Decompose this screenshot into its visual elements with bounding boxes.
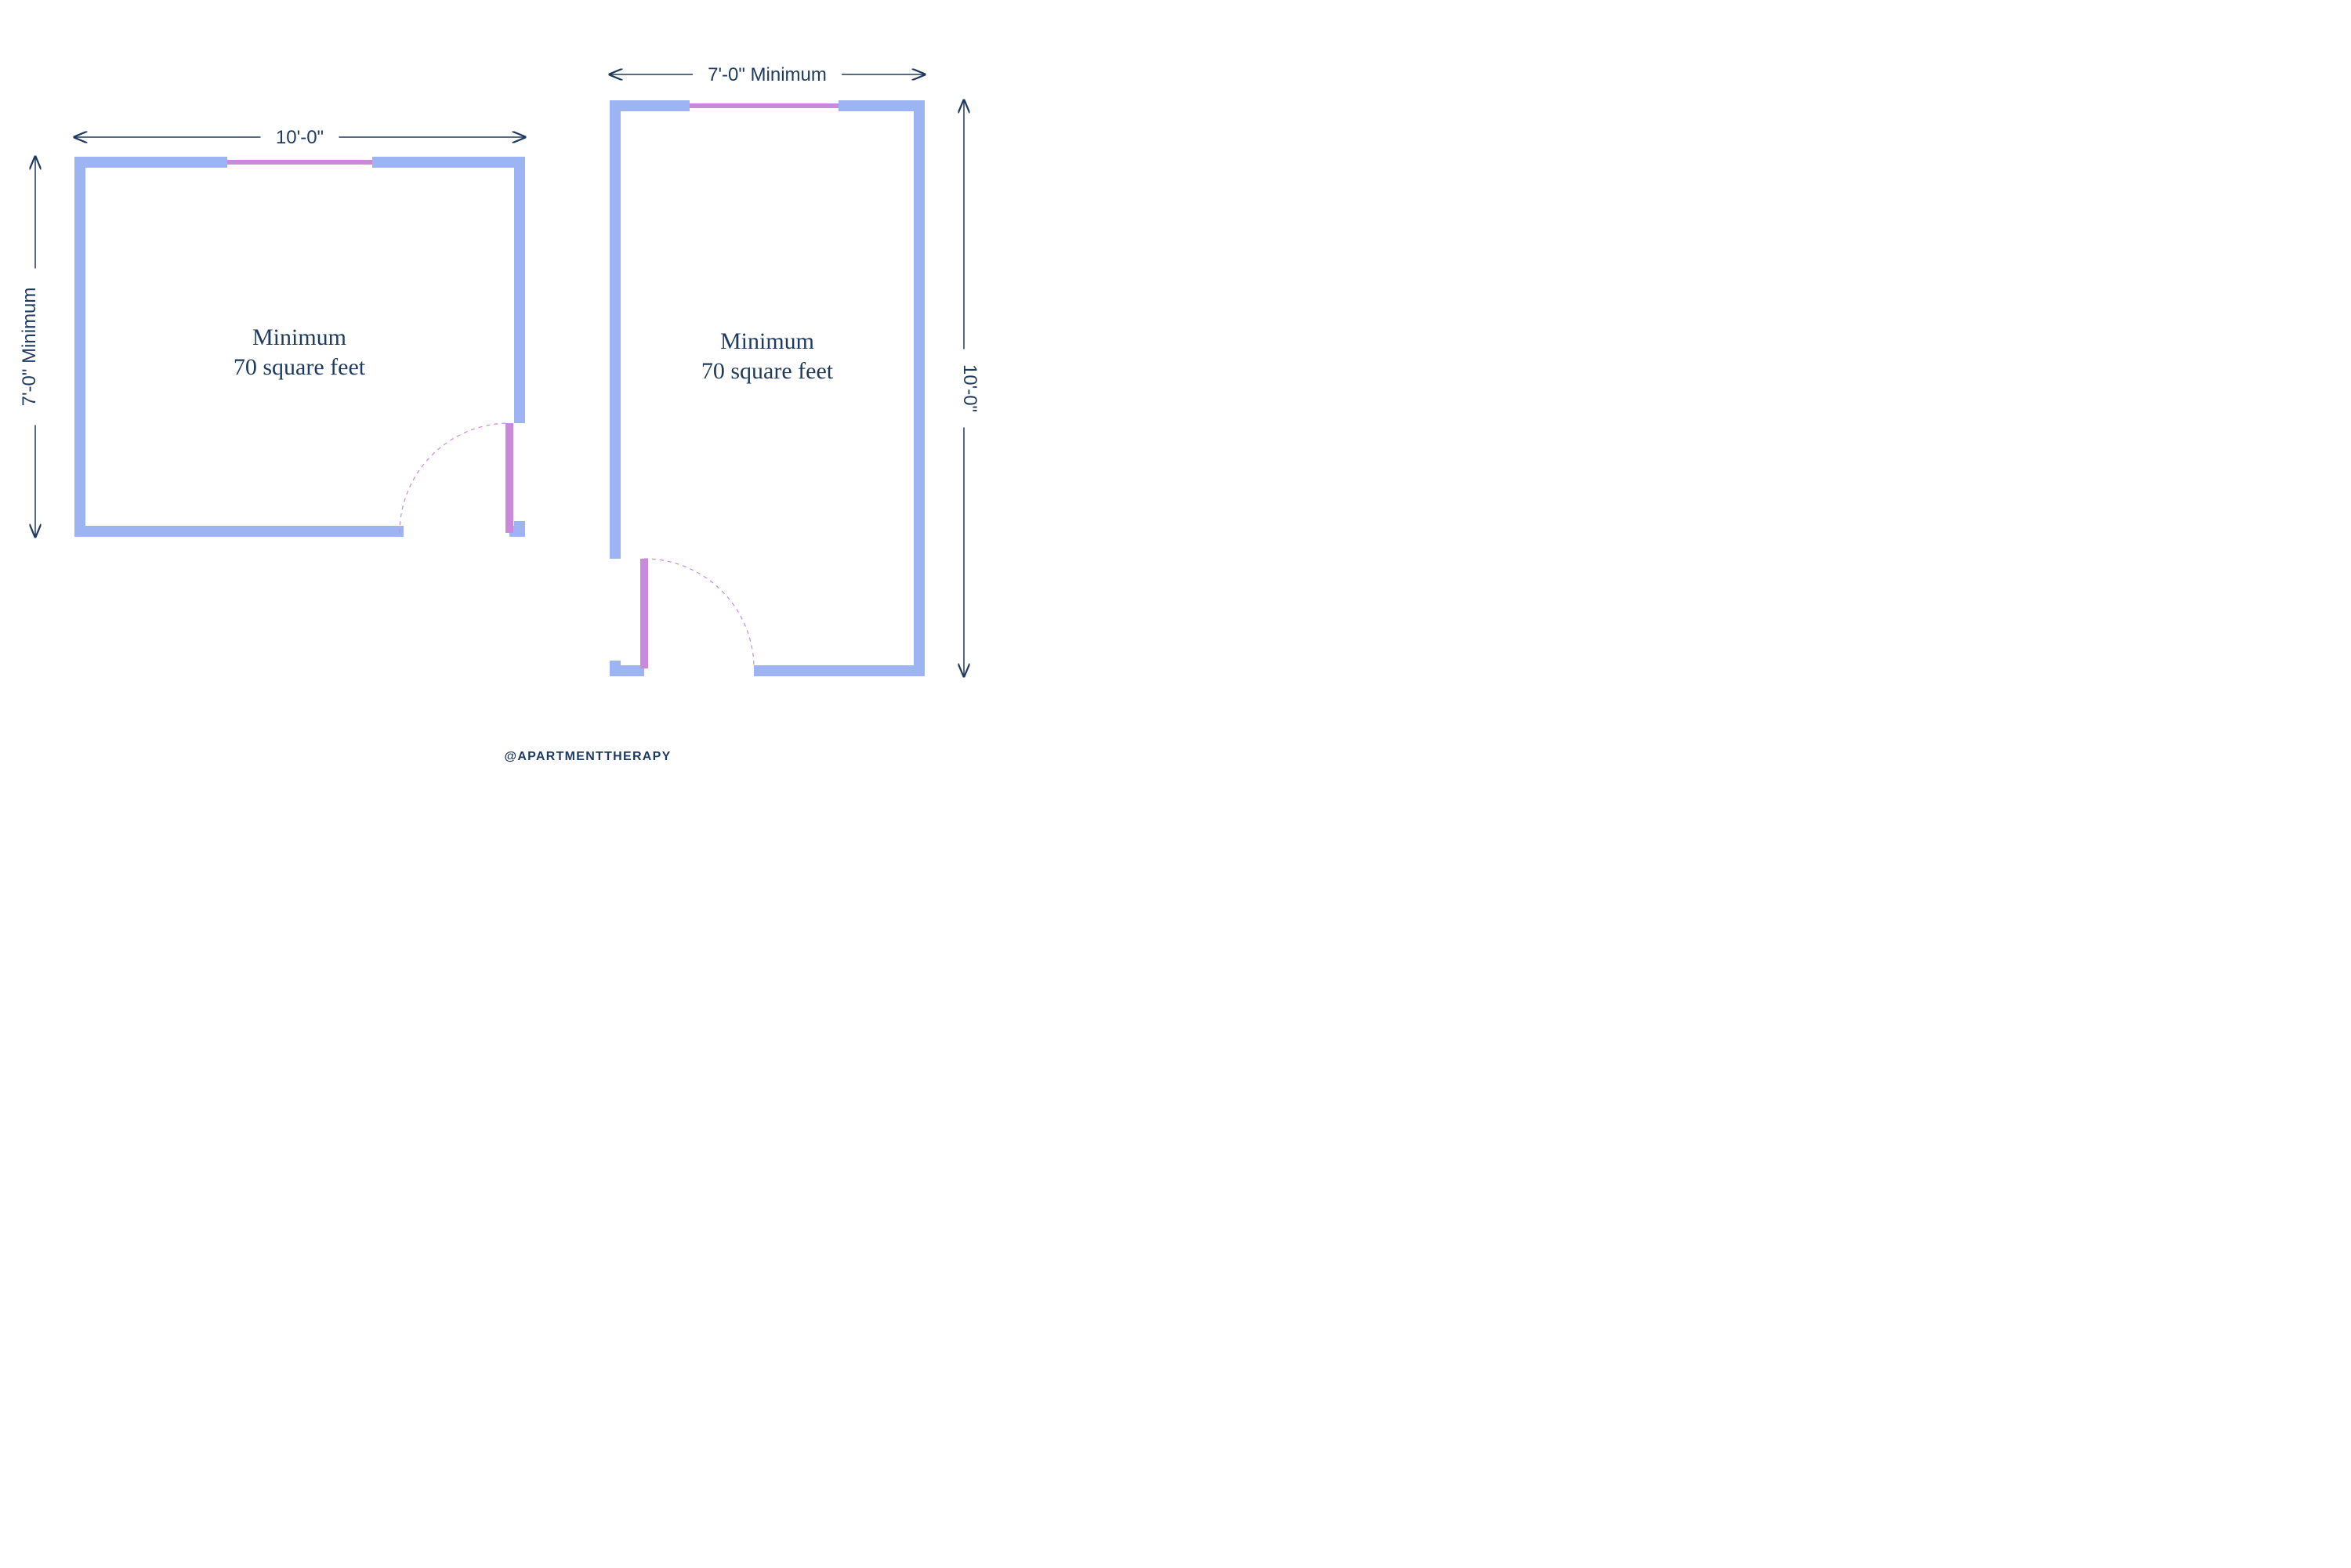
floorplan-svg: 10'-0" 7'-0" Minimum Minimum 70 square feet… [0,0,1176,784]
floorplan-diagram: 10'-0" 7'-0" Minimum Minimum 70 square feet… [0,0,1176,784]
door-swing [644,559,754,668]
area-label-line2: 70 square feet [234,354,366,380]
dim-label-top: 10'-0" [276,127,324,148]
dim-label-top: 7'-0" Minimum [708,64,827,85]
dim-label-left: 7'-0" Minimum [19,288,40,407]
area-label-line1: Minimum [720,328,814,354]
area-label-line2: 70 square feet [701,358,834,384]
credit-text: @APARTMENTTHERAPY [504,750,671,763]
area-label-line1: Minimum [252,324,346,350]
dim-label-right: 10'-0" [959,364,980,412]
door-swing [400,423,509,533]
